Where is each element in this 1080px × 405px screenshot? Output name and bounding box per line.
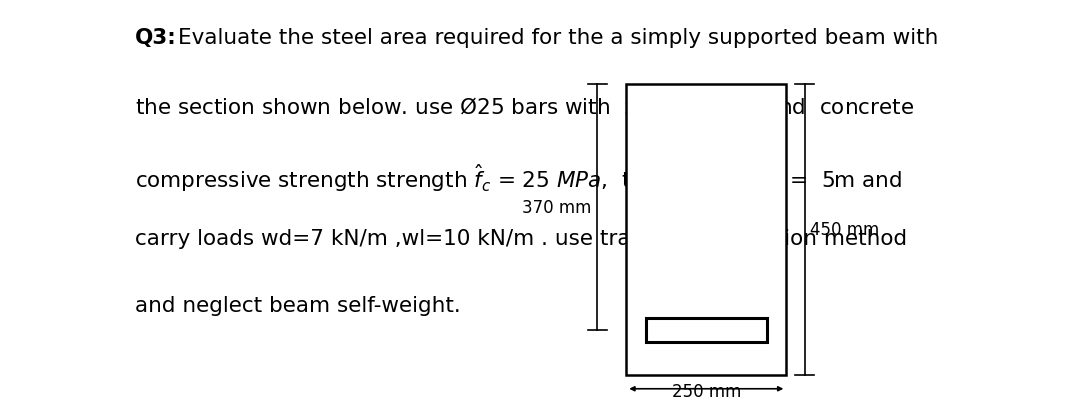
Bar [646,318,767,342]
Text: and neglect beam self-weight.: and neglect beam self-weight. [135,296,461,315]
Text: Q3:: Q3: [135,28,177,48]
Bar [626,85,786,375]
Text: compressive strength strength $\hat{f}_c$ = 25 $MPa$,  the beam span =  5m and: compressive strength strength $\hat{f}_c… [135,162,902,194]
Text: 370 mm: 370 mm [523,198,592,217]
Text: the section shown below. use Ø25 bars with  $f_y$ =420 MPa and  concrete: the section shown below. use Ø25 bars wi… [135,95,914,123]
Text: 450 mm: 450 mm [810,221,879,239]
Text: carry loads wd=7 kN/m ,wl=10 kN/m . use transformed section method: carry loads wd=7 kN/m ,wl=10 kN/m . use … [135,229,907,249]
Text: Evaluate the steel area required for the a simply supported beam with: Evaluate the steel area required for the… [178,28,939,48]
Text: 250 mm: 250 mm [672,382,741,400]
